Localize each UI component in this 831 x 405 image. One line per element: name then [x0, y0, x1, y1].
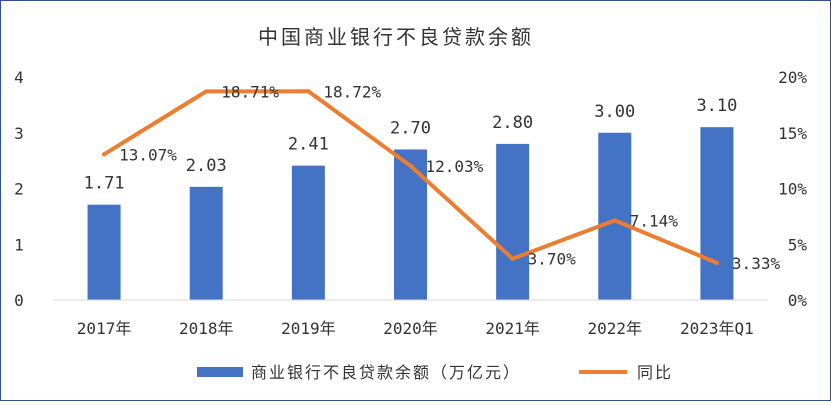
- line-value-label: 7.14%: [630, 211, 679, 230]
- line-point: [204, 89, 209, 94]
- bar: [189, 186, 223, 300]
- line-value-label: 18.71%: [221, 82, 279, 101]
- legend-label-line: 同比: [637, 363, 673, 382]
- y-left-tick-label: 3: [14, 124, 24, 143]
- bar: [394, 149, 427, 300]
- line-point: [102, 152, 107, 157]
- bar: [598, 132, 632, 300]
- line-value-label: 3.70%: [528, 250, 577, 269]
- chart-title: 中国商业银行不良贷款余额: [258, 25, 534, 49]
- y-right-tick-label: 15%: [778, 124, 807, 143]
- x-tick-label: 2018年: [179, 319, 234, 338]
- line-series: 13.07% 18.71% 18.72% 12.03% 3.70% 7.14% 3.33%: [102, 82, 780, 273]
- bar-series: 1.71 2.03 2.41 2.70 2.80 3.00 3.10: [84, 96, 737, 300]
- x-tick-label: 2023年Q1: [680, 319, 754, 338]
- bar: [700, 127, 734, 300]
- bar-value-label: 3.10: [696, 96, 737, 116]
- bar: [87, 204, 121, 300]
- bar-value-label: 2.70: [390, 118, 431, 138]
- bar-value-label: 3.00: [594, 102, 635, 122]
- y-left-tick-label: 1: [14, 235, 24, 254]
- bar: [291, 165, 325, 300]
- y-left-tick-label: 4: [14, 68, 24, 87]
- x-tick-label: 2022年: [588, 319, 643, 338]
- x-tick-label: 2020年: [383, 319, 438, 338]
- y-right-tick-label: 10%: [778, 180, 807, 199]
- bar-value-label: 2.41: [288, 135, 329, 155]
- line-point: [306, 89, 311, 94]
- legend: 商业银行不良贷款余额（万亿元） 同比: [197, 363, 673, 382]
- bar-value-label: 2.03: [186, 156, 227, 176]
- axes: 2017年 2018年 2019年 2020年 2021年 2022年 2023年Q1012…: [14, 68, 807, 338]
- y-right-tick-label: 5%: [788, 235, 808, 254]
- line-value-label: 13.07%: [119, 145, 177, 164]
- line-value-label: 3.33%: [732, 254, 781, 273]
- bar-value-label: 2.80: [492, 113, 533, 133]
- y-right-tick-label: 20%: [778, 68, 807, 87]
- line-point: [612, 218, 617, 223]
- x-tick-label: 2021年: [485, 319, 540, 338]
- line-point: [408, 163, 413, 168]
- legend-swatch-bar: [197, 367, 243, 377]
- x-tick-label: 2019年: [281, 319, 336, 338]
- y-right-tick-label: 0%: [788, 291, 808, 310]
- y-left-tick-label: 2: [14, 180, 24, 199]
- x-tick-label: 2017年: [77, 319, 132, 338]
- line-point: [714, 260, 719, 265]
- bar-value-label: 1.71: [84, 174, 125, 194]
- y-left-tick-label: 0: [14, 291, 24, 310]
- bar: [496, 143, 530, 300]
- line-value-label: 12.03%: [426, 157, 484, 176]
- legend-label-bar: 商业银行不良贷款余额（万亿元）: [251, 363, 521, 382]
- line-point: [510, 256, 515, 261]
- line-value-label: 18.72%: [323, 82, 381, 101]
